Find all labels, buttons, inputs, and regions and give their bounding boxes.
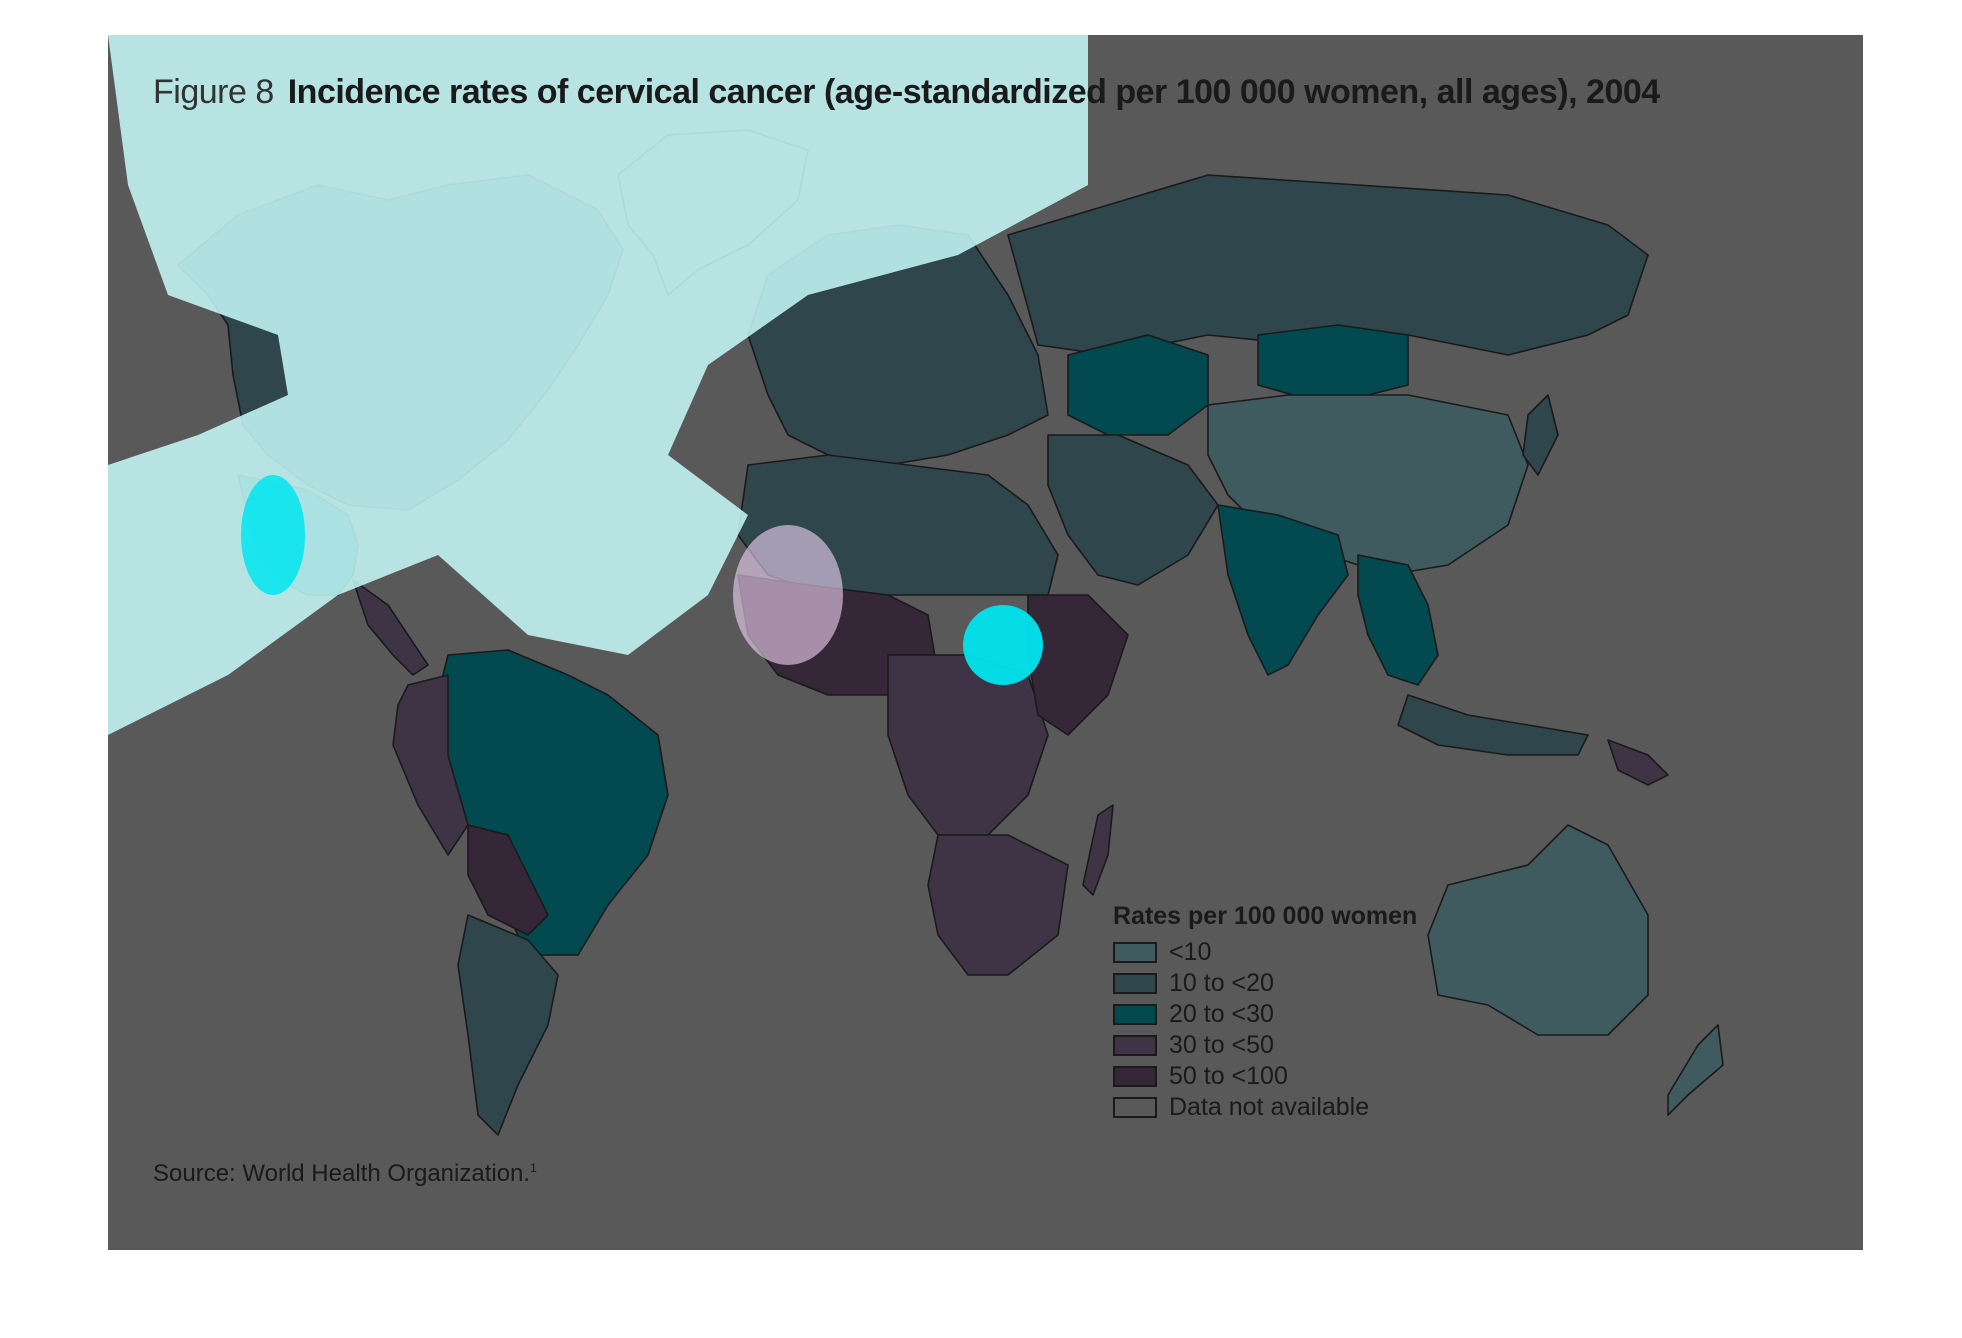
- map-frame: Figure 8 Incidence rates of cervical canc…: [108, 35, 1863, 1250]
- region-png: [1607, 739, 1669, 786]
- legend-swatch: [1113, 1066, 1157, 1087]
- region-andean: [392, 674, 469, 856]
- legend-label: 50 to <100: [1169, 1062, 1288, 1090]
- source-note: Source: World Health Organization.1: [153, 1160, 537, 1188]
- region-mongolia: [1257, 324, 1409, 406]
- figure-label: Figure 8: [153, 73, 274, 111]
- overlay-pink-westafrica: [733, 525, 843, 665]
- region-central-africa: [887, 654, 1049, 836]
- region-madagascar: [1082, 804, 1114, 896]
- legend-label: <10: [1169, 938, 1212, 966]
- world-map: [108, 35, 1724, 1136]
- region-southeast-asia: [1357, 554, 1439, 686]
- legend-item: Data not available: [1113, 1092, 1417, 1123]
- figure-title-text: Incidence rates of cervical cancer (age-…: [287, 73, 1660, 111]
- legend-swatch: [1113, 1004, 1157, 1025]
- legend-label: 30 to <50: [1169, 1031, 1274, 1059]
- legend-item: 10 to <20: [1113, 968, 1417, 999]
- region-japan: [1522, 394, 1559, 476]
- legend-swatch: [1113, 1035, 1157, 1056]
- overlay-light: [108, 35, 1088, 735]
- region-india: [1217, 504, 1349, 676]
- legend-label: Data not available: [1169, 1093, 1370, 1121]
- region-new-zealand: [1667, 1024, 1724, 1116]
- legend: Rates per 100 000 women <10 10 to <20 20…: [1113, 902, 1417, 1123]
- figure-title: Figure 8 Incidence rates of cervical canc…: [153, 73, 1660, 112]
- legend-item: <10: [1113, 937, 1417, 968]
- region-brazil: [437, 649, 669, 956]
- region-central-america: [352, 579, 429, 676]
- legend-title: Rates per 100 000 women: [1113, 902, 1418, 930]
- legend-item: 50 to <100: [1113, 1061, 1417, 1092]
- source-text: Source: World Health Organization.: [153, 1160, 531, 1187]
- legend-item: 30 to <50: [1113, 1030, 1417, 1061]
- highlight-overlays: [108, 35, 1088, 735]
- legend-label: 10 to <20: [1169, 969, 1274, 997]
- overlay-cyan-africa: [963, 605, 1043, 685]
- legend-swatch: [1113, 942, 1157, 963]
- region-east-africa: [1027, 594, 1129, 736]
- legend-item: 20 to <30: [1113, 999, 1417, 1030]
- legend-swatch: [1113, 973, 1157, 994]
- region-australia: [1427, 824, 1649, 1036]
- legend-swatch: [1113, 1097, 1157, 1118]
- overlay-cyan-mexico: [241, 475, 305, 595]
- region-central-asia: [1067, 334, 1209, 436]
- region-indonesia: [1397, 694, 1589, 756]
- region-southern-south-america: [457, 914, 559, 1136]
- source-footnote: 1: [530, 1161, 537, 1175]
- region-southern-africa: [927, 834, 1069, 976]
- region-bolivia-paraguay: [467, 824, 549, 936]
- legend-label: 20 to <30: [1169, 1000, 1274, 1028]
- region-middle-east: [1047, 434, 1219, 586]
